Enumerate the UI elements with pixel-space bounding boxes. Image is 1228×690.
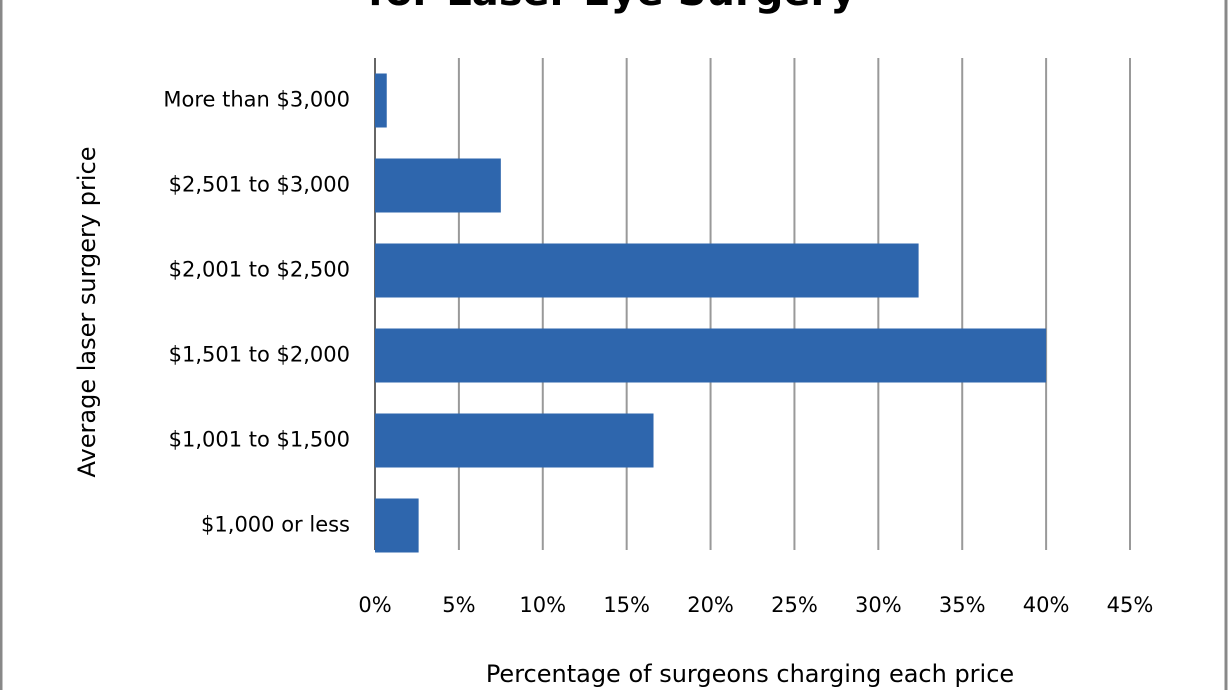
x-tick-label: 20% — [687, 593, 734, 617]
bar — [375, 328, 1047, 383]
x-tick-label: 45% — [1107, 593, 1154, 617]
y-tick-label: More than $3,000 — [163, 88, 350, 112]
x-tick-label: 0% — [358, 593, 391, 617]
x-tick-label: 15% — [603, 593, 650, 617]
y-tick-label: $1,000 or less — [201, 513, 350, 537]
bar — [375, 243, 919, 298]
y-tick-label: $2,501 to $3,000 — [169, 173, 350, 197]
x-tick-label: 40% — [1023, 593, 1070, 617]
y-tick-label: $1,001 to $1,500 — [169, 428, 350, 452]
x-tick-label: 10% — [519, 593, 566, 617]
bar — [375, 498, 419, 553]
y-tick-label: $1,501 to $2,000 — [169, 343, 350, 367]
x-tick-label: 35% — [939, 593, 986, 617]
bar — [375, 413, 654, 468]
x-axis-label: Percentage of surgeons charging each pri… — [486, 660, 1014, 688]
x-tick-label: 5% — [442, 593, 475, 617]
y-axis-label: Average laser surgery price — [73, 147, 101, 478]
x-tick-label: 25% — [771, 593, 818, 617]
x-tick-label: 30% — [855, 593, 902, 617]
bar — [375, 73, 387, 128]
y-tick-label: $2,001 to $2,500 — [169, 258, 350, 282]
chart-title: for Laser Eye Surgery — [368, 0, 857, 15]
bar — [375, 158, 501, 213]
